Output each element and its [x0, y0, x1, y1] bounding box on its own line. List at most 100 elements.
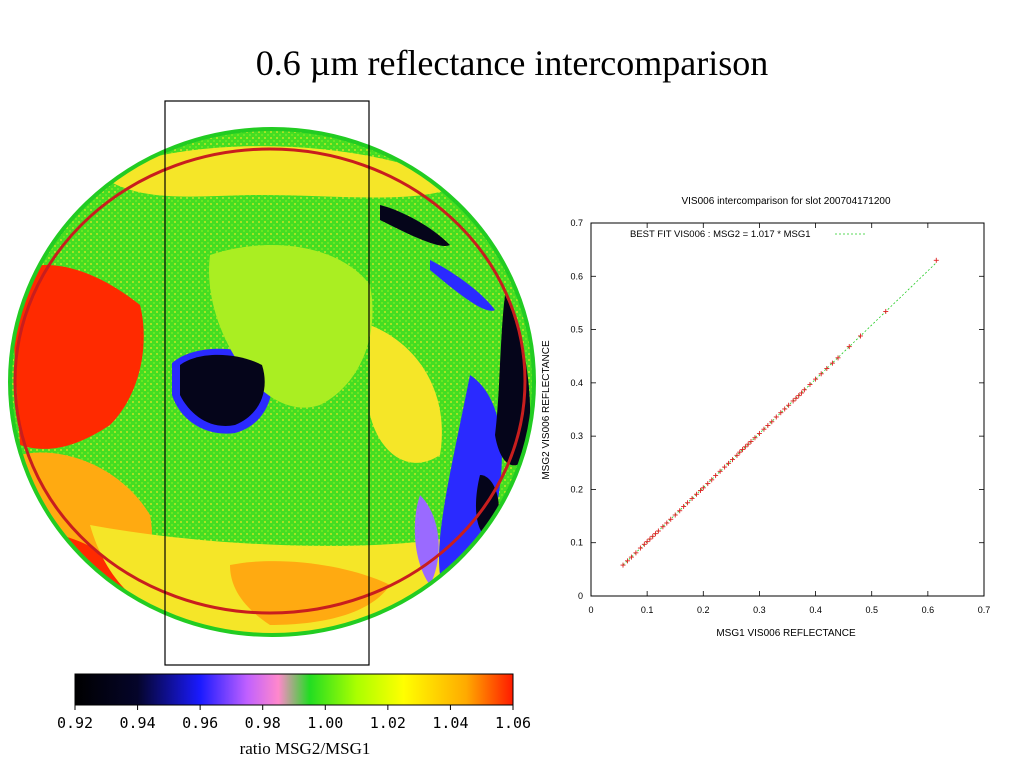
- y-tick-label: 0.6: [570, 271, 583, 281]
- data-point: [717, 468, 723, 474]
- colorbar-label: ratio MSG2/MSG1: [240, 739, 371, 758]
- yellow-region-north: [100, 146, 460, 198]
- chart-title: VIS006 intercomparison for slot 20070417…: [681, 196, 890, 207]
- x-tick-label: 0.7: [978, 605, 991, 615]
- data-point: [740, 446, 746, 452]
- data-point: [726, 460, 732, 466]
- data-point: [801, 387, 807, 393]
- y-axis-label: MSG2 VIS006 REFLECTANCE: [541, 340, 552, 480]
- data-point: [742, 444, 748, 450]
- x-tick-label: 0.3: [753, 605, 766, 615]
- y-tick-label: 0.7: [570, 218, 583, 228]
- scatter-plot-svg: VIS006 intercomparison for slot 20070417…: [541, 196, 990, 639]
- data-point: [641, 541, 647, 547]
- x-axis-label: MSG1 VIS006 REFLECTANCE: [716, 628, 856, 639]
- orange-region-south: [230, 561, 390, 625]
- colorbar-ticks: 0.92 0.94 0.96 0.98 1.00 1.02 1.04 1.06: [57, 705, 531, 732]
- data-point: [694, 491, 700, 497]
- earth-ratio-map-svg: [8, 100, 536, 666]
- data-point: [835, 355, 841, 361]
- slide-title: 0.6 µm reflectance intercomparison: [255, 43, 769, 83]
- x-tick-label: 0.6: [922, 605, 935, 615]
- data-point: [748, 438, 754, 444]
- data-point: [644, 539, 650, 545]
- data-point: [745, 441, 751, 447]
- blue-streak-northeast-2: [430, 260, 495, 311]
- analysis-box: [164, 100, 370, 666]
- data-point: [647, 536, 653, 542]
- data-point: [637, 545, 643, 551]
- colorbar-tick-label: 0.98: [245, 714, 281, 732]
- black-region-sahara: [180, 354, 265, 426]
- data-point: [782, 406, 788, 412]
- data-point: [729, 457, 735, 463]
- y-tick-label: 0.3: [570, 431, 583, 441]
- data-point: [672, 512, 678, 518]
- data-point: [700, 485, 706, 491]
- data-point: [818, 371, 824, 377]
- data-point: [713, 473, 719, 479]
- colorbar-tick-label: 1.04: [432, 714, 468, 732]
- data-point: [697, 487, 703, 493]
- data-point: [668, 516, 674, 522]
- data-point: [650, 533, 656, 539]
- data-point: [829, 360, 835, 366]
- data-point: [677, 508, 683, 514]
- data-point: [813, 376, 819, 382]
- x-tick-label: 0.2: [697, 605, 710, 615]
- data-point: [660, 524, 666, 530]
- data-points: [620, 257, 939, 568]
- data-point: [722, 464, 728, 470]
- data-point: [655, 528, 661, 534]
- y-tick-label: 0.5: [570, 325, 583, 335]
- data-point: [620, 562, 626, 568]
- data-point: [685, 500, 691, 506]
- data-point: [857, 333, 863, 339]
- x-tick-label: 0.1: [641, 605, 654, 615]
- axes: 0 0.1 0.2 0.3 0.4 0.5 0.6 0.7 0 0.1 0.2 0.3 0.4 0.5 0.…: [570, 218, 990, 615]
- data-point: [761, 426, 767, 432]
- data-point: [807, 381, 813, 387]
- data-point: [633, 550, 639, 556]
- colorbar-gradient: [74, 673, 514, 706]
- colorbar: 0.92 0.94 0.96 0.98 1.00 1.02 1.04 1.06 ratio M…: [40, 670, 560, 765]
- data-point: [624, 558, 630, 564]
- data-point: [705, 481, 711, 487]
- earth-ratio-map: [0, 95, 545, 675]
- data-point: [664, 520, 670, 526]
- colorbar-tick-label: 1.06: [495, 714, 531, 732]
- data-point: [799, 390, 805, 396]
- data-point: [752, 435, 758, 441]
- data-point: [681, 503, 687, 509]
- data-point: [769, 419, 775, 425]
- y-tick-label: 0: [578, 591, 583, 601]
- data-point: [689, 495, 695, 501]
- colorbar-tick-label: 0.92: [57, 714, 93, 732]
- y-tick-label: 0.1: [570, 538, 583, 548]
- colorbar-tick-label: 1.02: [370, 714, 406, 732]
- data-point: [778, 410, 784, 416]
- y-tick-label: 0.2: [570, 484, 583, 494]
- data-point: [786, 402, 792, 408]
- earth-disk: [10, 129, 534, 635]
- data-point: [756, 430, 762, 436]
- plot-frame: [590, 222, 985, 597]
- data-point: [709, 477, 715, 483]
- data-point: [765, 422, 771, 428]
- red-region-west: [10, 265, 144, 449]
- colorbar-tick-label: 1.00: [307, 714, 343, 732]
- legend-label: BEST FIT VIS006 : MSG2 = 1.017 * MSG1: [630, 229, 811, 240]
- disk-edge: [8, 127, 536, 637]
- x-tick-label: 0.5: [865, 605, 878, 615]
- fit-line: [622, 262, 937, 566]
- data-point: [773, 414, 779, 420]
- yellow-region-east: [370, 325, 442, 463]
- data-point: [734, 452, 740, 458]
- data-point: [883, 308, 889, 314]
- y-tick-label: 0.4: [570, 378, 583, 388]
- data-point: [796, 393, 802, 399]
- data-point: [933, 257, 939, 263]
- colorbar-svg: 0.92 0.94 0.96 0.98 1.00 1.02 1.04 1.06 ratio M…: [57, 673, 531, 758]
- data-point: [824, 365, 830, 371]
- data-point: [628, 554, 634, 560]
